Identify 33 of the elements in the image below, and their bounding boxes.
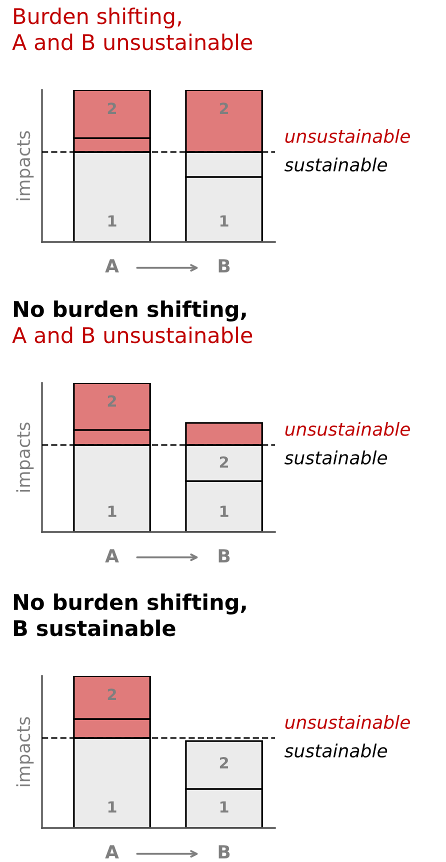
annotation: 2 bbox=[108, 688, 116, 700]
annotation: 1 bbox=[108, 215, 116, 226]
annotation: 2 bbox=[220, 757, 228, 768]
annotation: 2 bbox=[220, 456, 228, 468]
x-tick-label: A bbox=[105, 845, 119, 858]
annotation: 2 bbox=[220, 102, 228, 114]
y-axis-title: impacts bbox=[16, 422, 34, 492]
annotation: 1 bbox=[108, 801, 116, 812]
text: unsustainable bbox=[285, 714, 410, 729]
chart-subtitle: A and B unsustainable bbox=[12, 34, 252, 50]
ref-line-label: sustainable bbox=[284, 158, 388, 172]
chart-subtitle: A and B unsustainable bbox=[12, 326, 252, 344]
x-tick-label: A bbox=[105, 259, 119, 272]
text: unsustainable bbox=[285, 128, 410, 143]
annotation: 2 bbox=[108, 395, 116, 407]
ref-line-label: sustainable bbox=[284, 744, 388, 758]
annotation: 1 bbox=[220, 215, 228, 226]
x-tick-label: B bbox=[218, 549, 230, 562]
y-axis-title: impacts bbox=[16, 717, 34, 786]
annotation: 1 bbox=[220, 801, 228, 812]
y-axis-title: impacts bbox=[16, 131, 34, 200]
chart-subtitle: B sustainable bbox=[14, 620, 176, 636]
x-tick-label: A bbox=[105, 549, 119, 562]
text: unsustainable bbox=[285, 422, 410, 436]
chart-title: Burden shifting, bbox=[14, 8, 181, 28]
annotation: 2 bbox=[108, 102, 116, 114]
ref-line-label: sustainable bbox=[284, 450, 388, 465]
chart-title: No burden shifting, bbox=[14, 594, 246, 614]
x-tick-label: B bbox=[218, 845, 230, 858]
x-tick-label: B bbox=[218, 259, 230, 272]
annotation: 1 bbox=[108, 506, 116, 517]
chart-title: No burden shifting, bbox=[14, 300, 246, 322]
annotation: 1 bbox=[220, 506, 228, 517]
